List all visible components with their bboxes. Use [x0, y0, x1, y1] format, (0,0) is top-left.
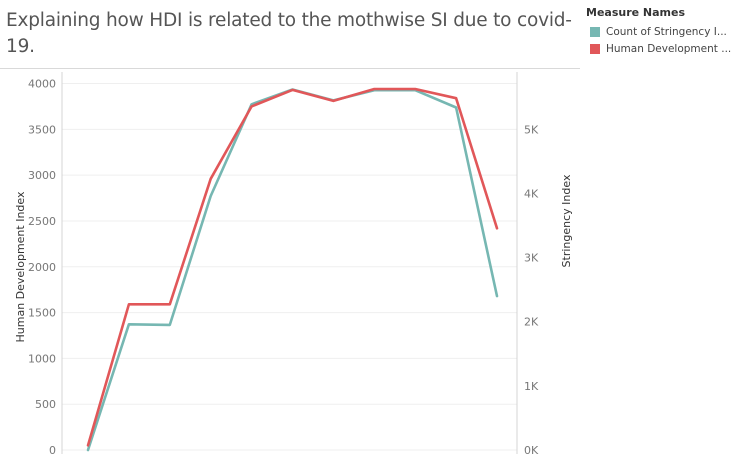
legend-swatch-hdi	[590, 43, 600, 54]
y-left-tick-label: 4000	[28, 78, 56, 91]
y-right-tick-label: 5K	[524, 123, 539, 136]
y-left-tick-label: 2000	[28, 261, 56, 274]
y-left-tick-label: 3000	[28, 169, 56, 182]
legend-label-stringency: Count of Stringency I...	[606, 25, 727, 38]
series-line-hdi	[86, 87, 499, 447]
title-divider	[0, 68, 580, 69]
y-left-tick-label: 2500	[28, 215, 56, 228]
y-right-tick-label: 3K	[524, 252, 539, 265]
y-right-tick-label: 4K	[524, 187, 539, 200]
y-left-tick-label: 500	[35, 398, 56, 411]
y-right-tick-label: 0K	[524, 444, 539, 454]
legend-label-hdi: Human Development ...	[606, 42, 732, 55]
legend: Measure Names Count of Stringency I... H…	[586, 6, 736, 57]
y-left-axis-title: Human Development Index	[14, 191, 27, 342]
series-line-stringency	[86, 88, 499, 452]
legend-item-hdi[interactable]: Human Development ...	[586, 40, 736, 57]
y-right-axis-title: Stringency Index	[560, 174, 573, 267]
y-left-tick-label: 1500	[28, 307, 56, 320]
legend-item-stringency[interactable]: Count of Stringency I...	[586, 23, 736, 40]
y-right-tick-label: 1K	[524, 380, 539, 393]
y-left-tick-label: 1000	[28, 352, 56, 365]
y-left-tick-label: 3500	[28, 123, 56, 136]
y-left-tick-label: 0	[49, 444, 56, 454]
y-right-tick-label: 2K	[524, 316, 539, 329]
legend-title: Measure Names	[586, 6, 686, 19]
legend-swatch-stringency	[590, 26, 600, 37]
chart-title: Explaining how HDI is related to the mot…	[6, 10, 572, 57]
